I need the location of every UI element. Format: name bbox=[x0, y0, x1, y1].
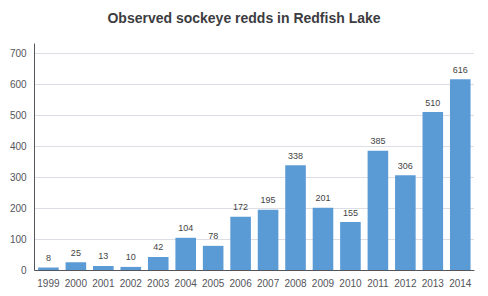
svg-text:100: 100 bbox=[10, 234, 27, 245]
svg-text:2011: 2011 bbox=[367, 278, 389, 289]
svg-text:2002: 2002 bbox=[120, 278, 143, 289]
svg-text:200: 200 bbox=[10, 203, 27, 214]
svg-text:2001: 2001 bbox=[92, 278, 115, 289]
svg-text:300: 300 bbox=[10, 172, 27, 183]
svg-text:78: 78 bbox=[208, 231, 218, 241]
svg-text:Observed sockeye redds in Redf: Observed sockeye redds in Redfish Lake bbox=[107, 10, 380, 26]
svg-text:8: 8 bbox=[46, 253, 51, 263]
svg-text:306: 306 bbox=[398, 161, 413, 171]
svg-text:510: 510 bbox=[425, 98, 440, 108]
svg-text:2000: 2000 bbox=[65, 278, 88, 289]
svg-text:2009: 2009 bbox=[312, 278, 335, 289]
svg-text:700: 700 bbox=[10, 48, 27, 59]
svg-text:13: 13 bbox=[98, 251, 108, 261]
svg-text:25: 25 bbox=[71, 248, 81, 258]
svg-text:2005: 2005 bbox=[202, 278, 225, 289]
svg-text:2014: 2014 bbox=[449, 278, 472, 289]
svg-text:2006: 2006 bbox=[229, 278, 252, 289]
svg-text:2008: 2008 bbox=[284, 278, 307, 289]
svg-text:155: 155 bbox=[343, 208, 358, 218]
svg-text:201: 201 bbox=[315, 193, 330, 203]
svg-text:2013: 2013 bbox=[422, 278, 445, 289]
svg-text:616: 616 bbox=[453, 65, 468, 75]
svg-text:2010: 2010 bbox=[339, 278, 362, 289]
svg-text:2007: 2007 bbox=[257, 278, 280, 289]
svg-text:195: 195 bbox=[261, 195, 276, 205]
svg-text:400: 400 bbox=[10, 141, 27, 152]
svg-text:172: 172 bbox=[233, 202, 248, 212]
svg-text:10: 10 bbox=[126, 252, 136, 262]
svg-text:2012: 2012 bbox=[394, 278, 417, 289]
svg-text:1999: 1999 bbox=[37, 278, 60, 289]
svg-text:338: 338 bbox=[288, 151, 303, 161]
svg-text:2003: 2003 bbox=[147, 278, 170, 289]
svg-text:2004: 2004 bbox=[175, 278, 198, 289]
svg-text:0: 0 bbox=[21, 265, 27, 276]
svg-text:42: 42 bbox=[153, 242, 163, 252]
svg-text:385: 385 bbox=[370, 136, 385, 146]
svg-text:600: 600 bbox=[10, 79, 27, 90]
svg-text:500: 500 bbox=[10, 110, 27, 121]
svg-text:104: 104 bbox=[178, 223, 193, 233]
